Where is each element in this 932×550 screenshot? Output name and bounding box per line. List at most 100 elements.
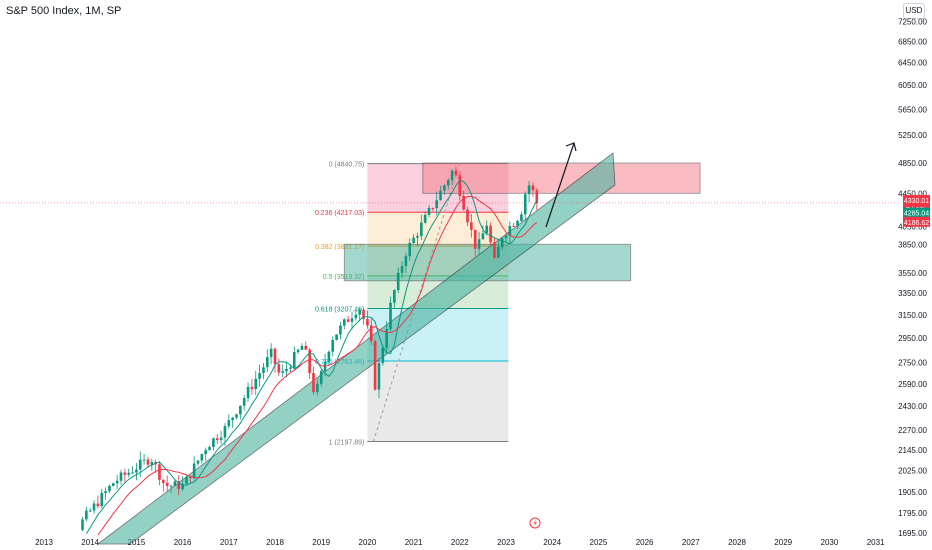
time-tick-label: 2013 — [35, 538, 53, 547]
candle — [300, 343, 304, 351]
candle — [366, 310, 369, 329]
resistance-zone — [422, 162, 701, 194]
candle-body — [242, 398, 246, 406]
candle-body — [354, 314, 358, 319]
candle — [146, 456, 150, 468]
candle-body — [523, 194, 527, 215]
candle — [85, 506, 88, 522]
candle — [462, 190, 465, 211]
candle — [123, 468, 127, 483]
candle-body — [389, 302, 392, 330]
candle — [165, 475, 169, 492]
currency-button[interactable]: USD — [903, 3, 925, 19]
candle — [108, 484, 111, 494]
price-tick-label: 2270.00 — [898, 426, 927, 435]
candles — [81, 166, 539, 532]
fib-band — [367, 360, 509, 442]
candle — [189, 476, 192, 483]
candle — [304, 341, 308, 350]
candle-body — [381, 347, 385, 363]
candle — [112, 482, 115, 487]
candle — [527, 180, 531, 203]
candle — [420, 214, 423, 240]
price-tick-label: 4450.00 — [898, 189, 927, 198]
candle — [520, 211, 523, 222]
price-badge-bg — [903, 216, 930, 227]
price-tick-label: 6850.00 — [898, 37, 927, 46]
candle-body — [96, 503, 100, 507]
candle-body — [281, 371, 284, 373]
candle-body — [142, 459, 146, 461]
price-tick-label: 2590.00 — [898, 380, 927, 389]
time-tick-label: 2019 — [312, 538, 330, 547]
candle-body — [85, 510, 88, 520]
candle-body — [235, 414, 238, 418]
candle-body — [335, 334, 338, 340]
event-lightning-icon[interactable] — [529, 517, 541, 529]
candle-body — [331, 339, 335, 352]
candle-body — [104, 491, 107, 493]
price-tick-label: 4850.00 — [898, 159, 927, 168]
candle-body — [485, 225, 489, 234]
candle — [531, 182, 535, 197]
candle — [273, 348, 277, 373]
candle — [181, 476, 184, 492]
candle-body — [254, 378, 258, 390]
candle — [512, 222, 515, 227]
candle-body — [150, 462, 154, 465]
candle — [331, 336, 335, 357]
price-tick-label: 2750.00 — [898, 359, 927, 368]
candle-body — [200, 454, 204, 461]
candle — [339, 321, 342, 340]
candle-body — [350, 318, 354, 322]
price-tick-label: 5250.00 — [898, 131, 927, 140]
price-badge-bg — [903, 207, 930, 218]
candle-body — [273, 348, 277, 365]
candle-body — [327, 351, 331, 362]
candle-body — [177, 481, 181, 490]
moving-average-fast — [85, 179, 538, 535]
candle — [454, 166, 458, 177]
candle-body — [296, 349, 300, 353]
candle-body — [404, 256, 408, 266]
candle-body — [100, 492, 104, 507]
candle — [408, 238, 412, 261]
candle — [296, 348, 300, 354]
time-tick-label: 2024 — [543, 538, 561, 547]
candle-body — [119, 472, 123, 481]
candle-body — [450, 170, 454, 181]
candle — [504, 233, 508, 243]
candle-body — [385, 329, 388, 348]
candle — [162, 479, 165, 492]
candle-body — [277, 364, 281, 373]
candle-body — [181, 483, 184, 490]
candle-body — [516, 221, 519, 227]
candle — [119, 469, 123, 485]
candle-body — [192, 463, 196, 479]
candle-body — [373, 341, 377, 390]
candle-body — [454, 170, 458, 176]
candle-body — [231, 417, 234, 421]
candle — [319, 369, 323, 387]
candle-body — [462, 196, 465, 210]
time-tick-label: 2030 — [821, 538, 839, 547]
candle — [481, 225, 485, 240]
candle — [393, 288, 396, 309]
candle-body — [115, 480, 119, 484]
candle-body — [443, 185, 446, 191]
candle — [185, 475, 188, 485]
candle-body — [535, 190, 539, 204]
candle — [246, 382, 250, 402]
candle-body — [300, 345, 304, 350]
candle — [346, 315, 350, 323]
candle-body — [400, 265, 404, 273]
candle — [219, 430, 223, 445]
candle — [242, 394, 246, 411]
candle-body — [423, 214, 427, 223]
candle — [458, 171, 462, 201]
candle — [92, 500, 96, 514]
price-tick-label: 5650.00 — [898, 105, 927, 114]
candle-body — [204, 450, 207, 455]
